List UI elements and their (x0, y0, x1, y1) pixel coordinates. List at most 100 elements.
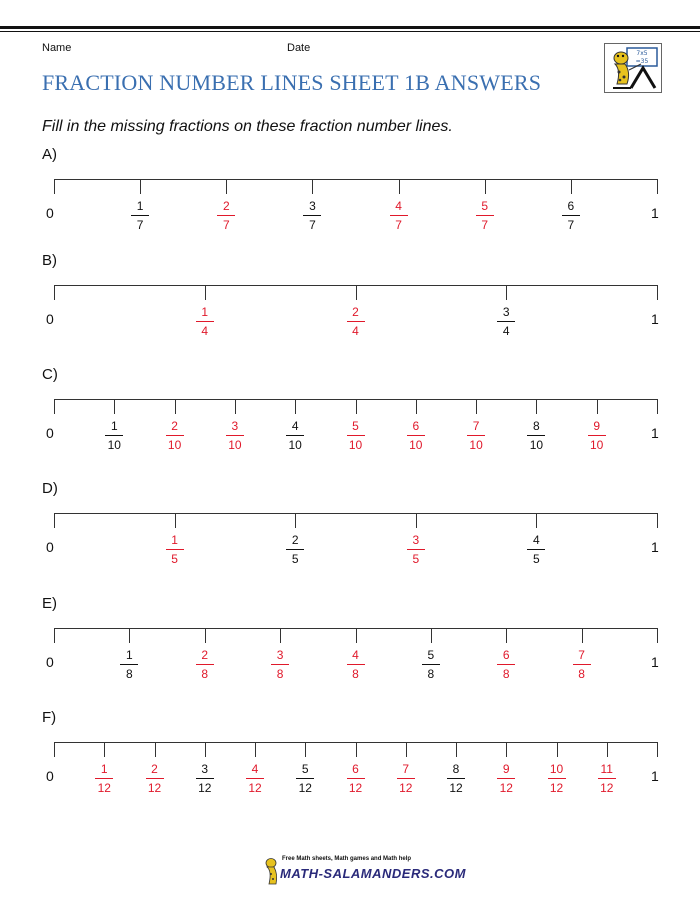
fraction-bar (225, 435, 244, 436)
tick (204, 285, 206, 300)
page-title: FRACTION NUMBER LINES SHEET 1B ANSWERS (42, 70, 542, 95)
tick (355, 628, 357, 643)
fraction-bar (286, 549, 305, 550)
board-text-2: =35 (636, 58, 649, 65)
denominator: 8 (352, 667, 359, 681)
footer-logo: Free Math sheets, Math games and Math he… (262, 854, 465, 888)
tick (506, 628, 508, 643)
tick-start (54, 628, 55, 643)
tick (305, 742, 307, 757)
tick-end (657, 742, 658, 757)
tick (226, 179, 228, 194)
numerator: 6 (502, 648, 510, 662)
tick-end (657, 399, 658, 414)
numerator: 7 (472, 419, 480, 433)
fraction-bar (447, 778, 465, 779)
tick-end (657, 513, 658, 528)
end-label: 1 (651, 768, 659, 784)
numerator: 3 (309, 199, 316, 213)
fraction-bar (217, 215, 236, 216)
tick (506, 742, 508, 757)
numerator: 4 (395, 199, 402, 213)
numerator: 7 (578, 648, 585, 662)
denominator: 4 (201, 324, 209, 338)
tick-start (54, 513, 55, 528)
numerator: 5 (481, 199, 489, 213)
date-label: Date (287, 42, 311, 54)
answer-fraction: 10 12 (537, 762, 577, 795)
tick (484, 179, 486, 194)
denominator: 7 (567, 218, 575, 232)
fraction-bar (195, 778, 214, 779)
denominator: 7 (309, 218, 316, 232)
tick (355, 285, 357, 300)
numerator: 5 (352, 419, 359, 433)
fraction-bar (165, 435, 184, 436)
fraction-bar (467, 435, 486, 436)
given-fraction: 3 12 (185, 762, 225, 795)
denominator: 10 (590, 438, 604, 452)
number-line-a: A) 0 1 1 7 2 7 3 7 4 7 5 7 6 7 (0, 146, 700, 246)
numerator: 3 (502, 305, 510, 319)
end-label: 1 (651, 311, 659, 327)
denominator: 12 (147, 781, 162, 795)
name-label: Name (42, 42, 72, 54)
denominator: 5 (291, 552, 299, 566)
fraction-bar (195, 321, 214, 322)
denominator: 10 (529, 438, 544, 452)
denominator: 8 (126, 667, 133, 681)
fraction-bar (587, 435, 606, 436)
start-label: 0 (46, 425, 54, 441)
fraction-bar (597, 778, 616, 779)
tick-start (54, 399, 55, 414)
numerator: 1 (201, 305, 209, 319)
answer-fraction: 1 12 (84, 762, 124, 795)
fraction-bar (396, 778, 415, 779)
fraction-bar (406, 435, 425, 436)
end-label: 1 (651, 654, 659, 670)
fraction-bar (572, 664, 591, 665)
fraction-bar (105, 435, 124, 436)
denominator: 12 (449, 781, 463, 795)
tick (312, 179, 314, 194)
denominator: 8 (201, 667, 209, 681)
fraction-bar (303, 215, 322, 216)
axis-line (54, 513, 657, 514)
fraction-bar (120, 664, 139, 665)
numerator: 8 (533, 419, 540, 433)
denominator: 7 (136, 218, 144, 232)
denominator: 4 (502, 324, 510, 338)
fraction-bar (475, 215, 494, 216)
numerator: 7 (402, 762, 410, 776)
footer-site: MATH-SALAMANDERS.COM (280, 866, 466, 881)
answer-fraction: 11 12 (587, 762, 627, 795)
section-label: D) (42, 480, 58, 497)
numerator: 2 (201, 648, 209, 662)
numerator: 1 (110, 419, 118, 433)
denominator: 12 (549, 781, 564, 795)
answer-fraction: 7 12 (386, 762, 426, 795)
numerator: 4 (291, 419, 299, 433)
answer-fraction: 7 10 (456, 419, 496, 452)
answer-fraction: 6 12 (336, 762, 376, 795)
start-label: 0 (46, 539, 54, 555)
numerator: 10 (549, 762, 564, 776)
numerator: 2 (291, 533, 299, 547)
answer-fraction: 9 12 (486, 762, 526, 795)
numerator: 9 (502, 762, 510, 776)
denominator: 12 (600, 781, 614, 795)
denominator: 10 (167, 438, 182, 452)
numerator: 8 (452, 762, 460, 776)
tick-end (657, 179, 658, 194)
denominator: 8 (427, 667, 435, 681)
fraction-bar (95, 778, 114, 779)
